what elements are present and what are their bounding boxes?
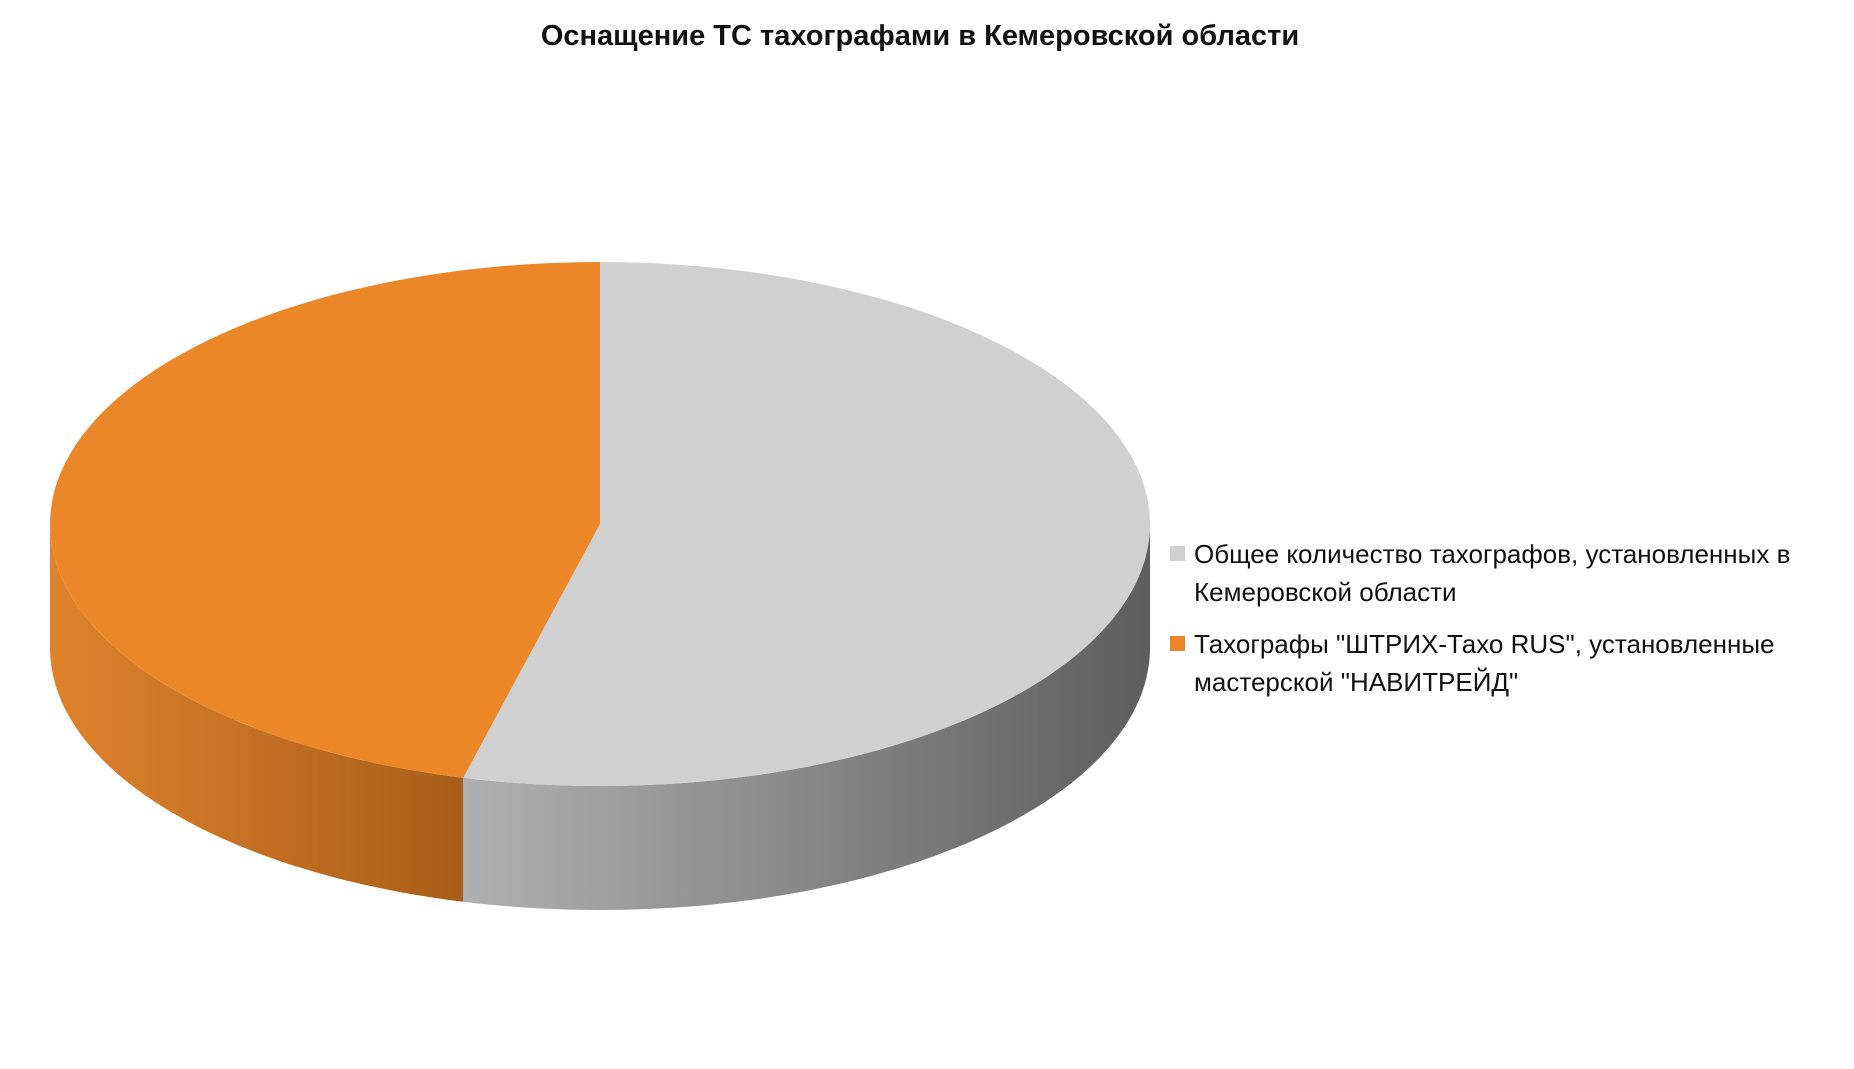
slice-side	[463, 524, 1150, 910]
legend-label: Тахографы "ШТРИХ-Тахо RUS", установленны…	[1194, 629, 1775, 697]
legend-swatch	[1170, 546, 1185, 561]
slice	[50, 262, 601, 778]
legend: Общее количество тахографов, установленн…	[1170, 535, 1840, 715]
chart-title: Оснащение ТС тахографами в Кемеровской о…	[540, 20, 1300, 52]
legend-item: Тахографы "ШТРИХ-Тахо RUS", установленны…	[1170, 625, 1840, 701]
legend-item: Общее количество тахографов, установленн…	[1170, 535, 1840, 611]
slice	[463, 262, 1150, 786]
legend-label: Общее количество тахографов, установленн…	[1194, 539, 1791, 607]
slice-side	[50, 524, 464, 902]
legend-swatch	[1170, 636, 1185, 651]
